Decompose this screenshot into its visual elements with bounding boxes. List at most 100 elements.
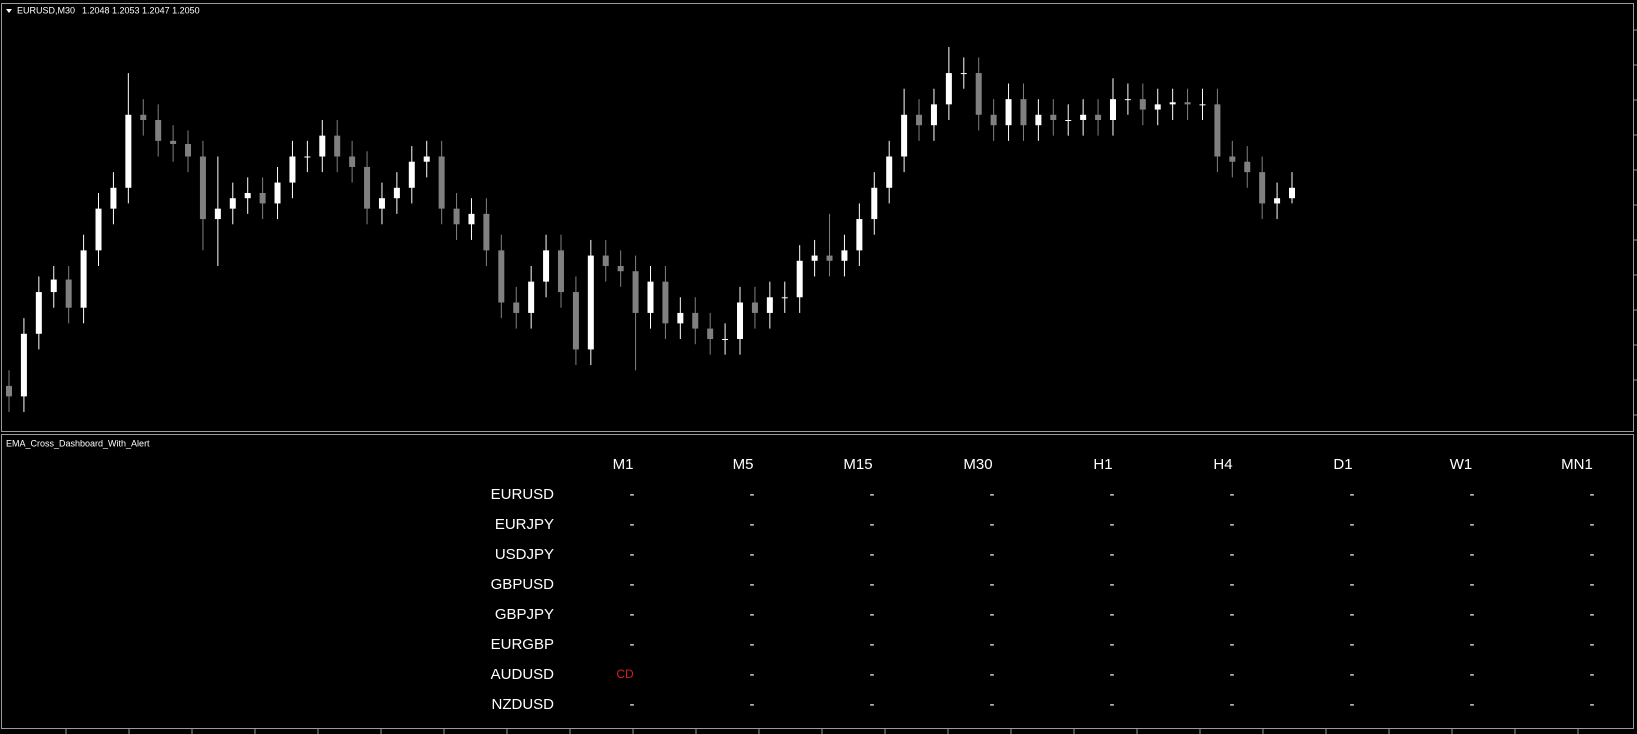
candle-body [677, 312, 684, 324]
candle-body [155, 120, 162, 141]
cell: - [1110, 516, 1115, 533]
candle-body [871, 187, 878, 220]
cell: - [1590, 606, 1595, 623]
candle-body [990, 114, 997, 126]
cell: - [750, 546, 755, 563]
cell: - [1110, 546, 1115, 563]
indicator-panel-border [1, 434, 1634, 729]
candle-body [513, 302, 520, 313]
candle-body [1065, 120, 1072, 121]
cell: - [1470, 606, 1475, 623]
cell: - [1590, 696, 1595, 713]
candle-body [95, 208, 102, 251]
cell: - [630, 546, 635, 563]
candle-body [707, 328, 714, 339]
cell: - [1590, 516, 1595, 533]
cell: - [990, 576, 995, 593]
candle-body [498, 250, 505, 303]
candle-body [50, 279, 57, 293]
candle-body [244, 193, 251, 199]
cell: - [1350, 696, 1355, 713]
column-header: M30 [963, 456, 992, 473]
cell: - [1350, 666, 1355, 683]
cell: - [990, 606, 995, 623]
pair-label: GBPJPY [495, 606, 554, 623]
column-header: M1 [613, 456, 634, 473]
candle-body [20, 333, 27, 397]
candle-body [80, 250, 87, 308]
candle-body [1274, 198, 1281, 204]
candle-body [1154, 104, 1161, 110]
candle-body [35, 292, 42, 334]
candle-body [1199, 104, 1206, 106]
cell: - [870, 516, 875, 533]
cell: - [750, 486, 755, 503]
pair-label: GBPUSD [491, 576, 555, 593]
candle-body [1050, 114, 1057, 120]
cell: - [1110, 576, 1115, 593]
pair-label: NZDUSD [492, 696, 555, 713]
cell: - [870, 666, 875, 683]
pair-label: EURJPY [495, 516, 554, 533]
candle-body [1229, 156, 1236, 162]
cell: - [1350, 576, 1355, 593]
cell: - [1350, 486, 1355, 503]
candle-body [916, 114, 923, 126]
candle-body [140, 114, 147, 120]
candle-body [1095, 114, 1102, 120]
cell: - [1590, 546, 1595, 563]
cell: - [750, 666, 755, 683]
candle-body [528, 281, 535, 313]
candle-body [408, 161, 415, 188]
candle-body [722, 339, 729, 340]
candle-body [886, 156, 893, 188]
candle-body [1169, 102, 1176, 105]
candle-body [65, 279, 72, 308]
cell: - [1230, 576, 1235, 593]
candle-body [199, 156, 206, 220]
candle-body [781, 297, 788, 299]
cell: - [750, 636, 755, 653]
candle-body [647, 281, 654, 313]
pair-label: EURUSD [491, 486, 555, 503]
candle-body [438, 156, 445, 209]
chart-panel-border [1, 3, 1634, 432]
cell: - [990, 666, 995, 683]
cell: - [1230, 486, 1235, 503]
quote-label: 1.2048 1.2053 1.2047 1.2050 [82, 5, 200, 15]
candle-body [1080, 114, 1087, 120]
candle-body [364, 166, 371, 209]
candle-body [1124, 99, 1131, 101]
signal-cell: CD [616, 667, 634, 681]
cell: - [1470, 516, 1475, 533]
column-header: D1 [1333, 456, 1352, 473]
candle-body [274, 182, 281, 204]
cell: - [990, 636, 995, 653]
candle-body [349, 156, 356, 167]
cell: - [990, 696, 995, 713]
collapse-arrow[interactable] [6, 9, 12, 13]
candle-body [1035, 114, 1042, 126]
candle-body [1109, 99, 1116, 120]
cell: - [630, 606, 635, 623]
symbol-label: EURUSD,M30 [17, 5, 75, 15]
cell: - [630, 486, 635, 503]
cell: - [870, 696, 875, 713]
candle-body [334, 135, 341, 157]
candle-body [930, 104, 937, 126]
cell: - [1230, 546, 1235, 563]
candle-body [587, 255, 594, 350]
candle-body [841, 250, 848, 261]
candle-body [662, 281, 669, 324]
cell: - [1350, 546, 1355, 563]
candle-body [378, 198, 385, 209]
candle-body [692, 312, 699, 329]
cell: - [630, 576, 635, 593]
cell: - [870, 486, 875, 503]
cell: - [1350, 516, 1355, 533]
candle-body [1005, 99, 1012, 126]
candle-body [483, 213, 490, 251]
cell: - [1230, 636, 1235, 653]
